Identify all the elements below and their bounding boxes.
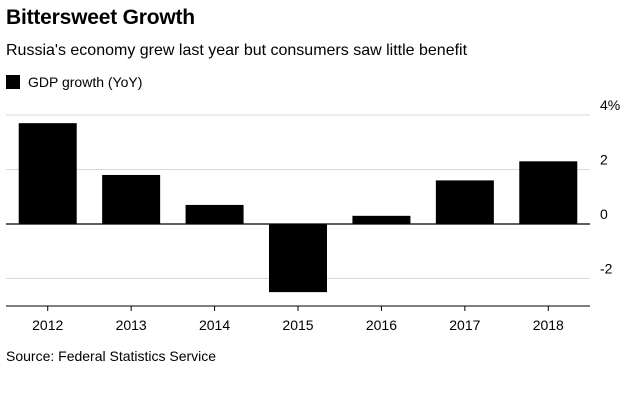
bar-2014 [185,204,244,224]
bar-2018 [519,161,578,224]
legend: GDP growth (YoY) [6,74,142,90]
bar-2012 [18,123,77,224]
x-tick-label: 2012 [32,317,63,333]
legend-swatch [6,75,20,89]
legend-label: GDP growth (YoY) [28,74,143,90]
bar-2013 [102,174,161,224]
chart-title: Bittersweet Growth [6,6,195,29]
source-note: Source: Federal Statistics Service [6,348,217,364]
x-tick-label: 2016 [366,317,397,333]
x-tick-label: 2017 [449,317,480,333]
x-tick-label: 2013 [116,317,147,333]
x-tick-label: 2018 [533,317,564,333]
x-tick-label: 2015 [282,317,313,333]
bar-2016 [352,215,411,224]
bar-2015 [269,224,327,293]
y-tick-label: 0 [600,206,608,222]
y-tick-label: -2 [600,261,613,277]
y-tick-label: 4% [600,97,620,113]
y-tick-label: 2 [600,152,608,168]
x-tick-label: 2014 [199,317,230,333]
bar-2017 [435,180,494,224]
chart-subtitle: Russia's economy grew last year but cons… [6,42,468,59]
